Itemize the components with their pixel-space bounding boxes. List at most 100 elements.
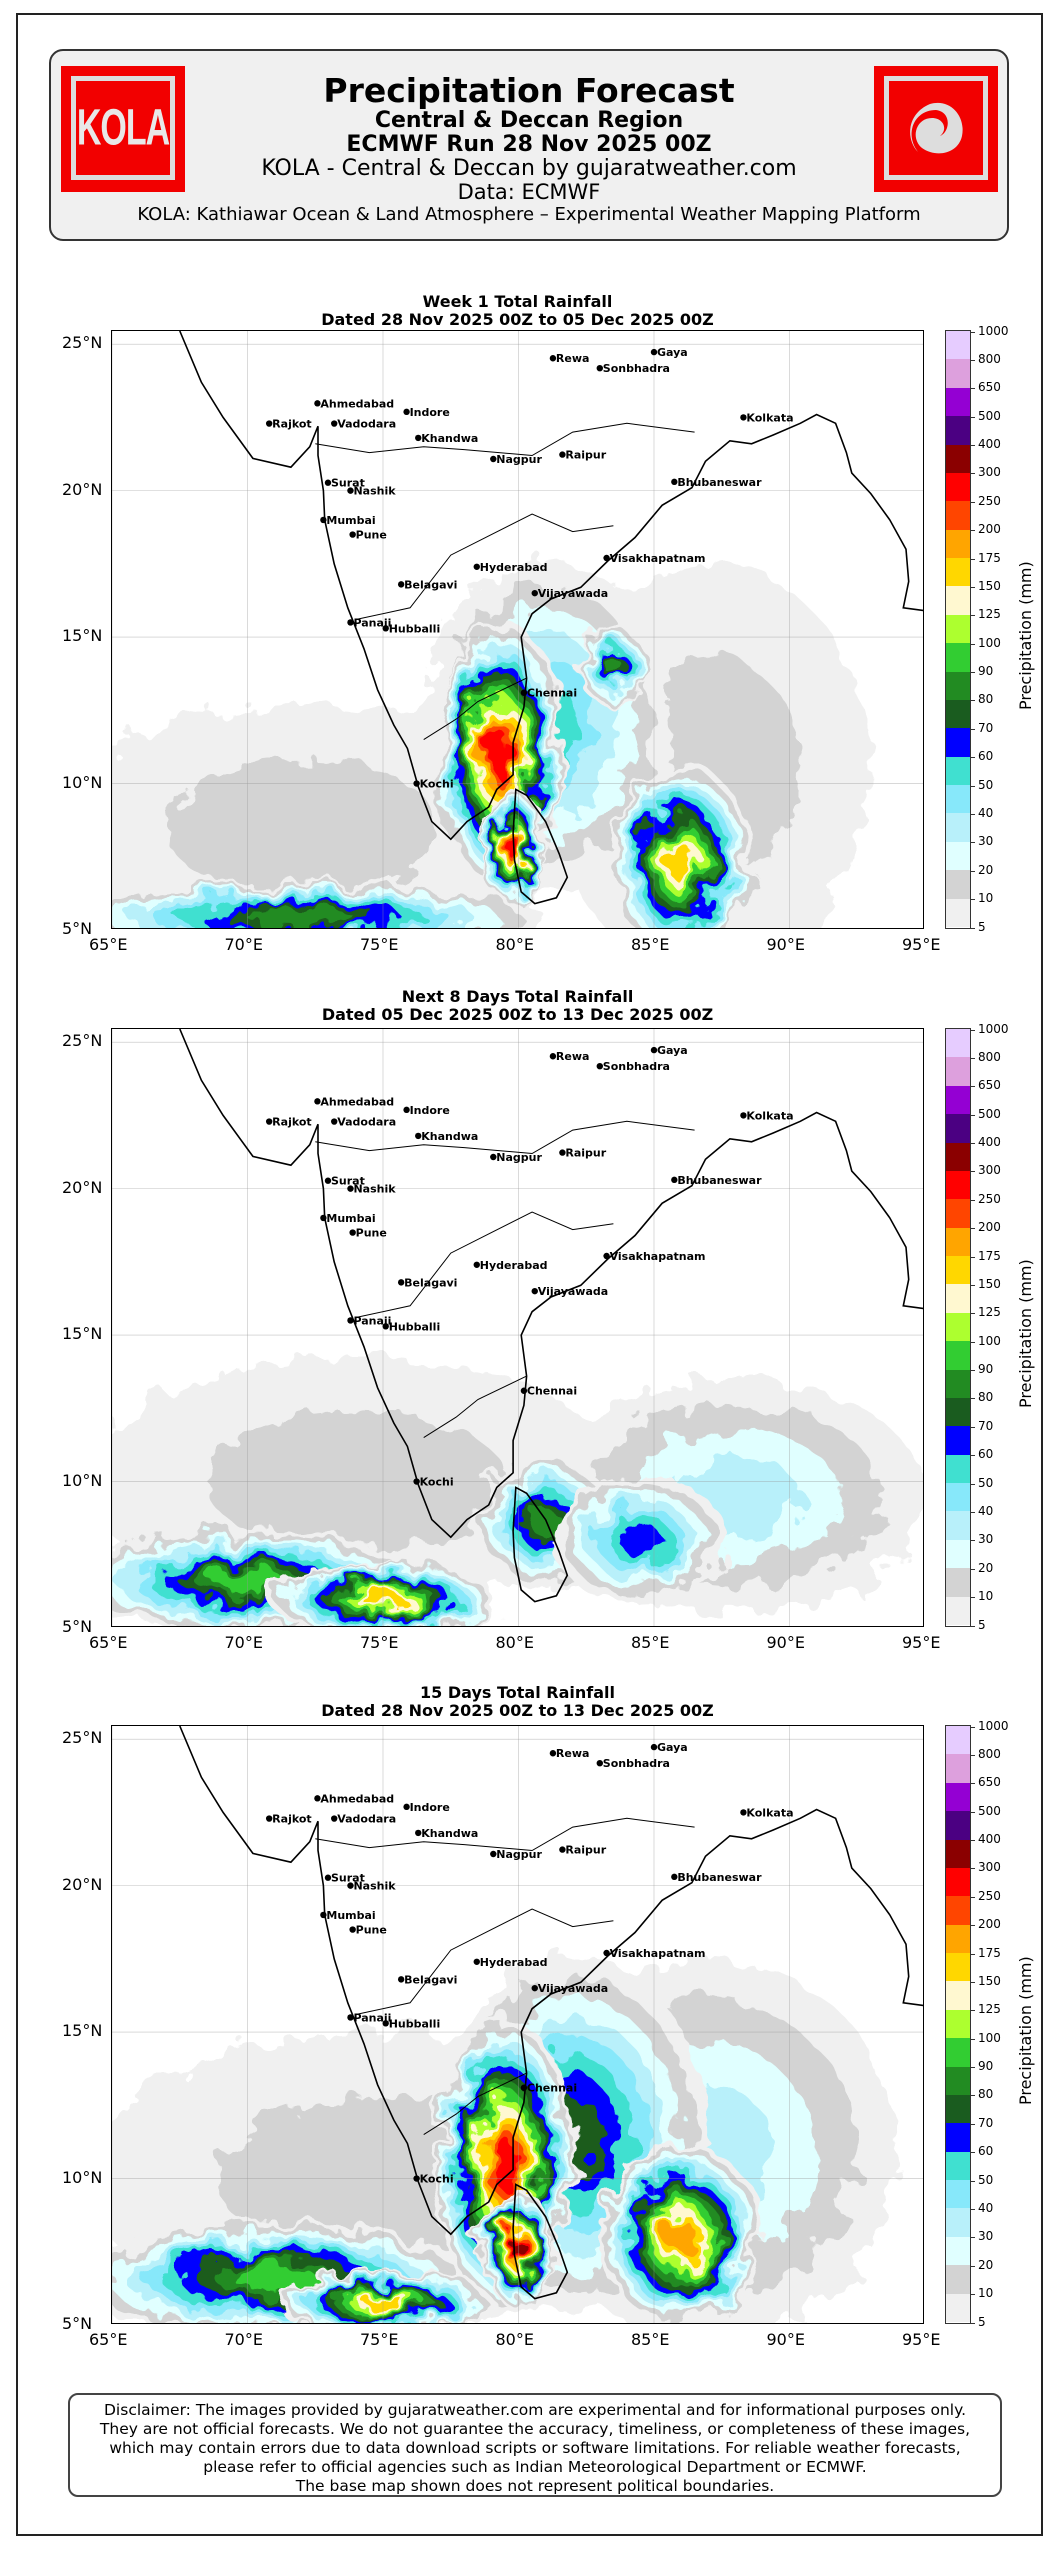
colorbar-tick xyxy=(971,1143,975,1145)
colorbar-tick-label: 40 xyxy=(978,805,994,820)
rain-contour xyxy=(619,1524,662,1556)
city-label: Nashik xyxy=(353,485,396,498)
city-label: Sonbhadra xyxy=(603,1060,670,1073)
lon-tick-label: 70°E xyxy=(224,935,263,954)
colorbar-tick-label: 5 xyxy=(978,2314,986,2329)
colorbar xyxy=(945,1725,971,2324)
colorbar-tick xyxy=(971,1455,975,1457)
colorbar-swatch xyxy=(946,756,970,785)
colorbar-swatch xyxy=(946,699,970,729)
colorbar-swatch xyxy=(946,1256,970,1285)
colorbar-swatch xyxy=(946,2293,970,2322)
city-label: Mumbai xyxy=(326,1212,375,1225)
city-marker xyxy=(413,2175,420,2182)
city-label: Bhubaneswar xyxy=(677,1174,762,1187)
colorbar-tick-label: 90 xyxy=(978,664,994,679)
colorbar-tick xyxy=(971,2123,975,2125)
colorbar-tick xyxy=(971,700,975,702)
colorbar-tick xyxy=(971,2180,975,2182)
city-marker xyxy=(650,348,658,356)
colorbar-swatch xyxy=(946,1170,970,1200)
colorbar-tick-label: 100 xyxy=(978,635,1001,650)
colorbar-swatch xyxy=(946,2066,970,2095)
lon-tick-label: 65°E xyxy=(89,935,128,954)
colorbar-tick xyxy=(971,643,975,645)
city-label: Gaya xyxy=(657,1044,688,1057)
colorbar-tick xyxy=(971,1313,975,1315)
colorbar-tick xyxy=(971,1426,975,1428)
rainfall-field xyxy=(112,560,871,928)
state-border xyxy=(423,677,527,741)
colorbar-tick-label: 10 xyxy=(978,891,994,906)
rainfall-field xyxy=(112,1958,898,2323)
colorbar-tick-label: 1000 xyxy=(978,323,1009,338)
city-label: Nagpur xyxy=(496,1151,542,1164)
colorbar-tick-label: 80 xyxy=(978,2087,994,2102)
city-label: Belagavi xyxy=(404,578,457,591)
city-marker xyxy=(320,1911,327,1919)
lon-tick-label: 95°E xyxy=(902,935,941,954)
rainfall-map: Rewa Gaya Sonbhadra Ahmedabad Indore Rajkot Va… xyxy=(111,330,924,929)
colorbar-tick xyxy=(971,1953,975,1955)
colorbar-swatch xyxy=(946,2151,970,2180)
colorbar-swatch xyxy=(946,1924,970,1953)
plot-date-range: Dated 05 Dec 2025 00Z to 13 Dec 2025 00Z xyxy=(321,1005,714,1024)
colorbar-tick xyxy=(971,813,975,815)
page-title: Precipitation Forecast xyxy=(323,71,735,110)
city-marker xyxy=(603,1252,610,1260)
colorbar-swatch xyxy=(946,2265,970,2294)
map-canvas: Rewa Gaya Sonbhadra Ahmedabad Indore Rajkot Va… xyxy=(112,1726,923,2323)
colorbar-tick xyxy=(971,530,975,532)
colorbar-tick-label: 300 xyxy=(978,1163,1001,1178)
colorbar-swatch xyxy=(946,558,970,587)
colorbar-tick-label: 60 xyxy=(978,749,994,764)
city-marker xyxy=(382,1323,389,1330)
city-label: Surat xyxy=(331,477,365,490)
colorbar-tick-label: 60 xyxy=(978,1447,994,1462)
colorbar-swatch xyxy=(946,1341,970,1370)
colorbar-tick-label: 400 xyxy=(978,1832,1001,1847)
colorbar-swatch xyxy=(946,671,970,700)
city-marker xyxy=(314,400,321,407)
plot-title: Next 8 Days Total Rainfall xyxy=(401,987,634,1006)
colorbar-tick xyxy=(971,1370,975,1372)
city-marker xyxy=(347,2014,354,2021)
colorbar-swatch xyxy=(946,1397,970,1427)
colorbar-swatch xyxy=(946,1726,970,1755)
colorbar-swatch xyxy=(946,1953,970,1982)
colorbar-tick-label: 1000 xyxy=(978,1021,1009,1036)
colorbar-tick-label: 30 xyxy=(978,834,994,849)
byline: KOLA - Central & Deccan by gujaratweathe… xyxy=(261,156,797,181)
city-marker xyxy=(320,516,327,524)
colorbar-tick xyxy=(971,2208,975,2210)
city-marker xyxy=(397,1279,405,1286)
colorbar-tick-label: 125 xyxy=(978,2002,1001,2017)
city-marker xyxy=(603,554,610,562)
lat-tick-label: 25°N xyxy=(62,1728,103,1748)
city-label: Gaya xyxy=(657,346,688,359)
city-marker xyxy=(415,1829,422,1837)
city-label: Raipur xyxy=(565,449,606,462)
lat-tick-label: 15°N xyxy=(62,1324,103,1344)
rain-contour xyxy=(488,730,511,778)
sri-lanka-coastline xyxy=(512,1486,569,1603)
city-label: Vadodara xyxy=(337,1813,396,1826)
city-label: Khandwa xyxy=(421,1827,478,1840)
colorbar-tick xyxy=(971,2294,975,2296)
city-marker xyxy=(413,780,420,787)
colorbar-tick-label: 40 xyxy=(978,1503,994,1518)
colorbar-tick-label: 800 xyxy=(978,351,1001,366)
city-marker xyxy=(549,355,557,362)
colorbar-tick-label: 20 xyxy=(978,2257,994,2272)
colorbar-tick xyxy=(971,1981,975,1983)
rain-contour xyxy=(248,909,355,927)
lon-tick-label: 65°E xyxy=(89,2330,128,2349)
colorbar-tick xyxy=(971,501,975,503)
colorbar-tick xyxy=(971,1896,975,1898)
colorbar-tick-label: 300 xyxy=(978,1860,1001,1875)
city-label: Kolkata xyxy=(746,1806,793,1819)
colorbar-tick-label: 500 xyxy=(978,408,1001,423)
colorbar-swatch xyxy=(946,1426,970,1455)
colorbar-tick xyxy=(971,1029,975,1031)
colorbar-tick-label: 250 xyxy=(978,1191,1001,1206)
